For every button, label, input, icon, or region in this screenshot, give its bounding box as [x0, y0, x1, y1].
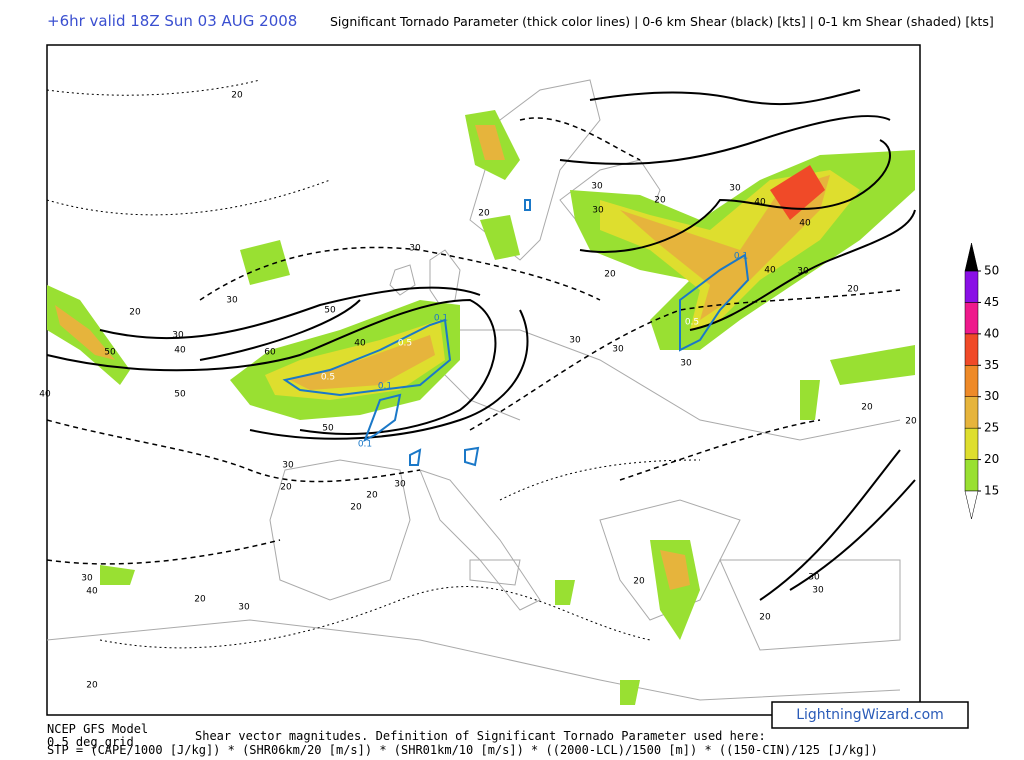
colorbar-max [964, 242, 979, 272]
contour-label: 40 [354, 339, 366, 349]
contour-label: 50 [104, 348, 116, 358]
colorbar-label: 20 [984, 452, 999, 466]
stp-label: 0.5 [321, 373, 335, 383]
contour-label: 20 [604, 270, 616, 280]
colorbar-min [964, 490, 979, 520]
contour-label: 30 [591, 182, 603, 192]
contour-label: 30 [409, 244, 421, 254]
stp-label: 0.5 [398, 339, 412, 349]
contour-label: 40 [86, 587, 98, 597]
contour-label: 20 [231, 91, 243, 101]
colorbar-label: 40 [984, 326, 999, 340]
stp-label: 0.1 [378, 382, 392, 392]
contour-label: 20 [861, 403, 873, 413]
contour-label: 30 [812, 586, 824, 596]
colorbar-label: 30 [984, 389, 999, 403]
contour-label: 20 [847, 285, 859, 295]
contour-label: 20 [905, 417, 917, 427]
contour-label: 30 [81, 574, 93, 584]
contour-label: 20 [633, 577, 645, 587]
contour-label: 30 [612, 345, 624, 355]
contour-label: 30 [569, 336, 581, 346]
contour-label: 30 [808, 573, 820, 583]
contour-label: 30 [797, 267, 809, 277]
note-label: Shear vector magnitudes. Definition of S… [195, 729, 766, 743]
contour-label: 60 [264, 348, 276, 358]
contour-label: 20 [759, 613, 771, 623]
contour-label: 30 [680, 359, 692, 369]
coastlines [46, 79, 901, 701]
contour-label: 40 [39, 390, 51, 400]
shear-contours [46, 79, 916, 649]
colorbar-band [964, 396, 979, 429]
contour-label: 50 [324, 306, 336, 316]
stp-label: 0.1 [734, 252, 748, 262]
colorbar-band [964, 302, 979, 335]
contour-label: 20 [194, 595, 206, 605]
stp-label: 0.1 [358, 440, 372, 450]
stp-label: 0.5 [685, 318, 699, 328]
contour-label: 20 [478, 209, 490, 219]
contour-label: 30 [226, 296, 238, 306]
colorbar-band [964, 270, 979, 303]
contour-label: 40 [174, 346, 186, 356]
contour-label: 30 [282, 461, 294, 471]
map-title: Significant Tornado Parameter (thick col… [330, 14, 994, 29]
contour-label: 30 [729, 184, 741, 194]
contour-label: 50 [322, 424, 334, 434]
colorbar-label: 50 [984, 264, 999, 278]
contour-label: 30 [394, 480, 406, 490]
contour-label: 40 [754, 198, 766, 208]
colorbar-band [964, 365, 979, 397]
stp-contours [282, 199, 750, 467]
contour-label: 40 [764, 266, 776, 276]
contour-label: 20 [654, 196, 666, 206]
grid-label: 0.5 deg grid [47, 735, 134, 749]
model-label: NCEP GFS Model [47, 722, 149, 736]
contour-label: 20 [350, 503, 362, 513]
contour-label: 30 [592, 206, 604, 216]
colorbar-band [964, 459, 979, 492]
site-box [771, 701, 969, 729]
stp-label: 0.1 [434, 314, 448, 324]
contour-label: 20 [129, 308, 141, 318]
run-label: +6hr valid 18Z Sun 03 AUG 2008 [47, 12, 298, 30]
colorbar-label: 15 [984, 484, 999, 498]
colorbar-label: 45 [984, 295, 999, 309]
colorbar-band [964, 427, 979, 460]
contour-label: 20 [366, 491, 378, 501]
contour-label: 40 [799, 219, 811, 229]
contour-label: 50 [174, 390, 186, 400]
colorbar-band [964, 333, 979, 366]
contour-label: 30 [172, 331, 184, 341]
contour-label: 20 [280, 483, 292, 493]
formula-label: STP = (CAPE/1000 [J/kg]) * (SHR06km/20 [… [47, 743, 878, 757]
colorbar-label: 35 [984, 358, 999, 372]
site-label: LightningWizard.com [796, 707, 944, 723]
colorbar-label: 25 [984, 421, 999, 435]
contour-label: 30 [238, 603, 250, 613]
contour-label: 20 [86, 681, 98, 691]
